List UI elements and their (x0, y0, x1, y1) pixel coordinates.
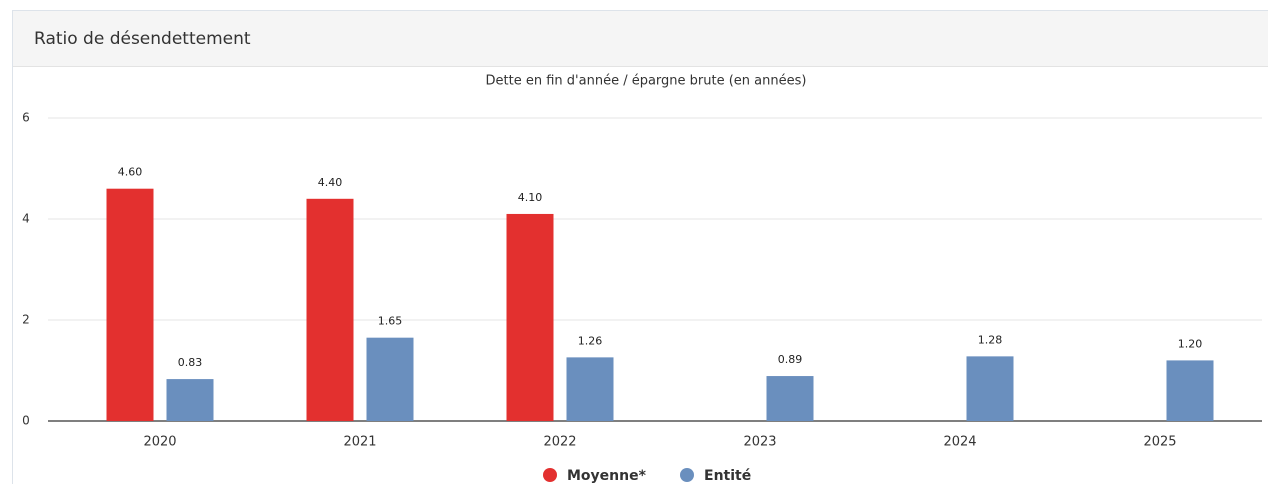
bar (967, 356, 1014, 421)
bar (107, 189, 154, 421)
x-tick-label: 2025 (1143, 435, 1176, 450)
x-tick-label: 2020 (143, 435, 176, 450)
bar (1167, 360, 1214, 421)
bar (767, 376, 814, 421)
data-label: 4.10 (518, 191, 543, 204)
x-tick-label: 2024 (943, 435, 976, 450)
legend-marker (680, 468, 694, 482)
data-label: 1.26 (578, 334, 603, 347)
y-tick-label: 6 (22, 111, 30, 125)
x-tick-label: 2023 (743, 435, 776, 450)
y-tick-label: 2 (22, 313, 30, 327)
data-label: 1.20 (1178, 337, 1203, 350)
legend-label: Moyenne* (567, 468, 647, 484)
panel-title: Ratio de désendettement (34, 29, 251, 49)
data-label: 1.28 (978, 333, 1003, 346)
y-tick-label: 0 (22, 414, 30, 428)
x-tick-label: 2022 (543, 435, 576, 450)
data-label: 4.40 (318, 176, 343, 189)
data-label: 0.89 (778, 353, 803, 366)
bar (507, 214, 554, 421)
bar (567, 357, 614, 421)
x-tick-label: 2021 (343, 435, 376, 450)
legend-marker (543, 468, 557, 482)
data-label: 1.65 (378, 315, 403, 328)
y-tick-label: 4 (22, 212, 30, 226)
bar (367, 338, 414, 421)
bar (307, 199, 354, 421)
chart-title: Dette en fin d'année / épargne brute (en… (486, 74, 807, 89)
data-label: 4.60 (118, 166, 143, 179)
data-label: 0.83 (178, 356, 203, 369)
bar (167, 379, 214, 421)
legend-label: Entité (704, 468, 751, 484)
